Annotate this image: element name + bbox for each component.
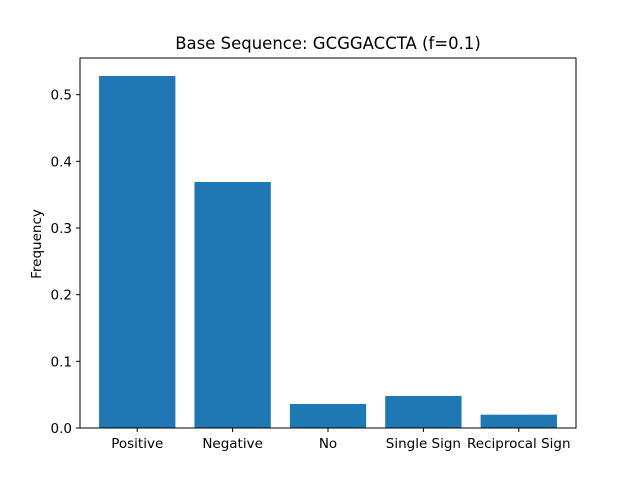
bar-positive (99, 76, 176, 428)
plot-frame (79, 57, 577, 429)
bar-negative (194, 182, 271, 428)
chart-title: Base Sequence: GCGGACCTA (f=0.1) (175, 34, 481, 53)
y-tick-label: 0.1 (51, 354, 72, 370)
bar-reciprocal-sign (480, 414, 557, 428)
x-tick-label: No (319, 436, 337, 452)
y-tick-label: 0.0 (51, 421, 72, 437)
x-axis-ticks: Positive Negative No Single Sign Reciprocal … (111, 428, 571, 452)
y-axis-label: Frequency (29, 209, 45, 279)
bar-single-sign (385, 396, 462, 428)
bars-group (99, 76, 557, 428)
x-tick-label: Single Sign (386, 436, 461, 452)
y-tick-label: 0.3 (51, 221, 72, 237)
y-tick-label: 0.4 (51, 154, 72, 170)
y-tick-label: 0.2 (51, 288, 72, 304)
x-tick-label: Reciprocal Sign (467, 436, 571, 452)
x-tick-label: Positive (111, 436, 163, 452)
y-tick-label: 0.5 (51, 88, 72, 104)
y-axis-ticks: 0.0 0.1 0.2 0.3 0.4 0.5 (51, 88, 80, 437)
x-tick-label: Negative (202, 436, 263, 452)
bar-no (289, 404, 367, 428)
